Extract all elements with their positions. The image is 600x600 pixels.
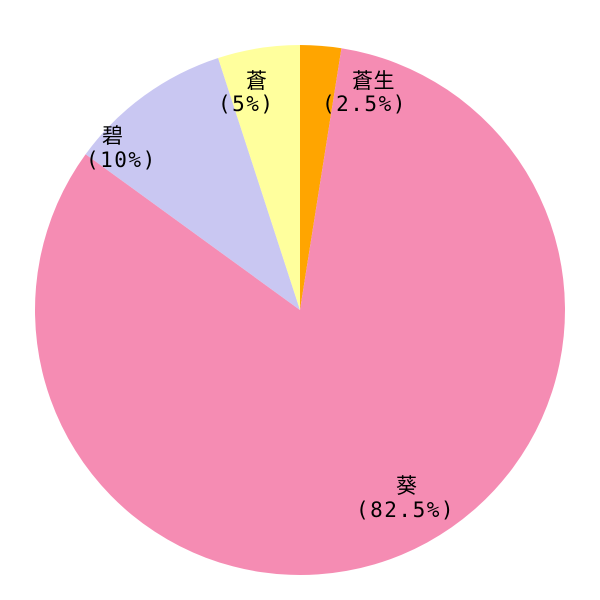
slice-label-1: 蒼生 xyxy=(352,65,395,95)
slice-pct-2: (82.5%) xyxy=(356,498,455,522)
slice-label-3: 碧 xyxy=(102,120,124,150)
pie-chart xyxy=(0,0,600,600)
slice-label-4: 蒼 xyxy=(246,65,268,95)
slice-pct-3: (10%) xyxy=(86,148,157,172)
slice-pct-1: (2.5%) xyxy=(322,92,407,116)
slice-label-2: 葵 xyxy=(396,470,418,500)
slice-pct-4: (5%) xyxy=(218,92,275,116)
